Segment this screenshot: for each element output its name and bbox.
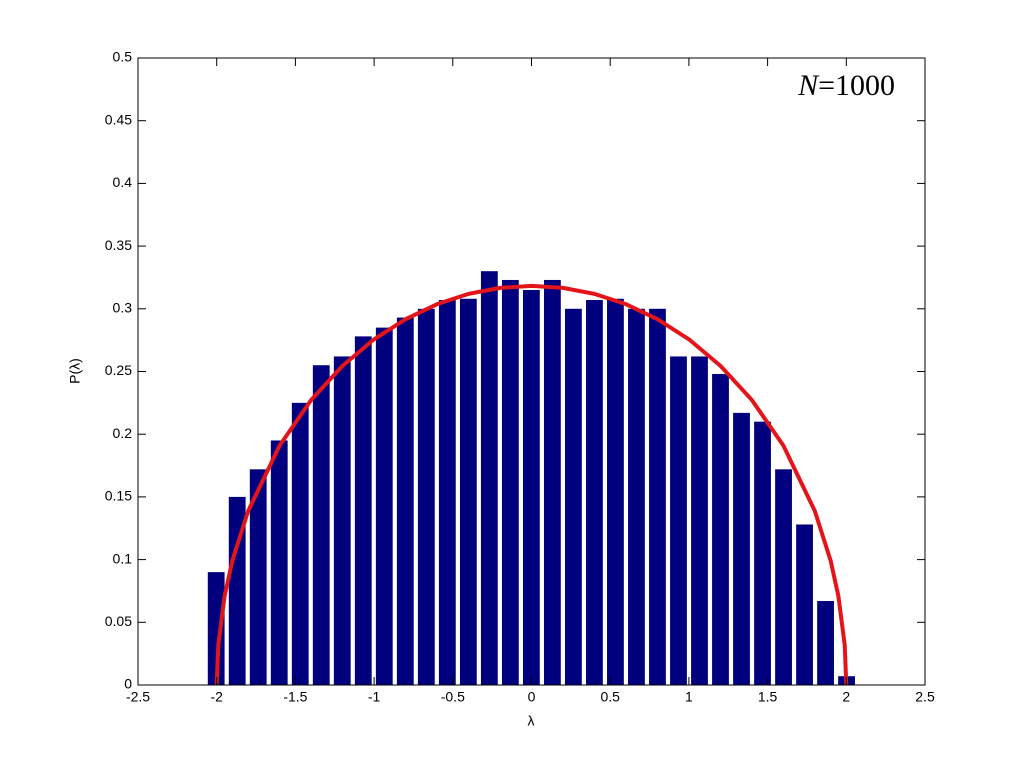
- bar: [586, 300, 603, 685]
- x-tick-label: -1: [368, 689, 381, 705]
- y-tick-label: 0: [124, 676, 132, 692]
- y-tick-label: 0.3: [113, 300, 133, 316]
- bar: [565, 308, 582, 685]
- curve: [214, 283, 849, 686]
- y-tick-label: 0.15: [105, 488, 132, 504]
- y-tick-label: 0.35: [105, 237, 132, 253]
- y-tick-label: 0.5: [113, 49, 133, 65]
- bar: [733, 412, 750, 685]
- y-tick-label: 0.4: [113, 174, 133, 190]
- y-axis-label: P(λ): [67, 358, 83, 384]
- x-tick-label: 1: [685, 689, 693, 705]
- bar: [228, 496, 246, 685]
- y-tick-label: 0.2: [113, 425, 133, 441]
- bar: [501, 279, 519, 685]
- bar: [312, 365, 330, 685]
- bar: [754, 421, 771, 685]
- bar: [649, 308, 666, 685]
- bar: [438, 300, 456, 685]
- x-tick-label: 1.5: [758, 689, 778, 705]
- bar: [607, 298, 624, 685]
- x-tick-label: 0.5: [600, 689, 620, 705]
- y-tick-label: 0.05: [105, 613, 132, 629]
- bar: [712, 374, 729, 685]
- bar: [522, 289, 540, 685]
- bar: [480, 271, 498, 685]
- bar: [354, 336, 372, 685]
- x-tick-label: -1.5: [283, 689, 307, 705]
- bar: [291, 402, 309, 685]
- bar: [270, 440, 288, 685]
- bar: [628, 308, 645, 685]
- x-tick-label: -2: [210, 689, 223, 705]
- bar: [333, 356, 351, 685]
- y-tick-label: 0.25: [105, 362, 132, 378]
- bar: [417, 308, 435, 685]
- annotation: N=1000: [797, 69, 895, 102]
- bar: [543, 279, 561, 685]
- bar: [249, 469, 267, 685]
- x-tick-label: 2: [842, 689, 850, 705]
- bar: [691, 356, 708, 685]
- x-tick-label: -2.5: [126, 689, 150, 705]
- bar: [670, 356, 687, 685]
- bar: [375, 327, 393, 685]
- bar: [207, 572, 225, 685]
- x-tick-label: 0: [528, 689, 536, 705]
- y-tick-label: 0.45: [105, 111, 132, 127]
- x-tick-label: 2.5: [915, 689, 935, 705]
- x-tick-label: -0.5: [441, 689, 465, 705]
- y-tick-label: 0.1: [113, 550, 133, 566]
- x-axis-label: λ: [528, 713, 535, 729]
- bar: [796, 524, 813, 685]
- bar: [396, 317, 414, 685]
- bar: [817, 600, 834, 685]
- bar: [459, 298, 477, 685]
- bar: [775, 469, 792, 685]
